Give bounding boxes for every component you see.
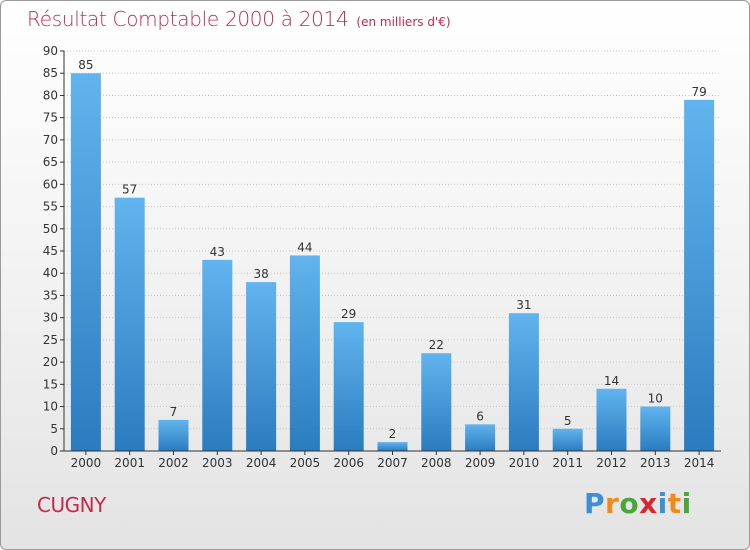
chart-title: Résultat Comptable 2000 à 2014 (en millie…: [27, 7, 451, 31]
x-tick-label-2004: 2004: [246, 456, 277, 470]
logo-letter-4: i: [657, 487, 668, 520]
data-label-2006: 29: [341, 307, 356, 321]
x-tick-label-2012: 2012: [596, 456, 627, 470]
data-label-2002: 7: [170, 405, 178, 419]
y-tick-label-90: 90: [43, 44, 58, 58]
bar-2010: [508, 313, 539, 451]
y-tick-label-20: 20: [43, 355, 58, 369]
bar-2011: [552, 428, 583, 451]
x-tick-label-2003: 2003: [202, 456, 233, 470]
bar-2004: [246, 282, 277, 451]
data-label-2003: 43: [210, 245, 225, 259]
bar-2001: [114, 197, 145, 451]
data-label-2010: 31: [516, 298, 531, 312]
bar-2002: [158, 419, 189, 451]
logo-letter-6: i: [681, 487, 692, 520]
x-tick-label-2001: 2001: [114, 456, 145, 470]
y-tick-label-0: 0: [50, 444, 58, 458]
data-label-2008: 22: [429, 338, 444, 352]
commune-name: CUGNY: [37, 493, 106, 517]
x-tick-label-2000: 2000: [71, 456, 102, 470]
y-tick-label-10: 10: [43, 400, 58, 414]
y-tick-label-65: 65: [43, 155, 58, 169]
chart-title-text: Résultat Comptable 2000 à 2014: [27, 7, 349, 31]
y-tick-label-50: 50: [43, 222, 58, 236]
y-tick-label-25: 25: [43, 333, 58, 347]
data-label-2009: 6: [476, 409, 484, 423]
bars: [70, 73, 715, 451]
y-tick-label-5: 5: [50, 422, 58, 436]
data-label-2005: 44: [297, 240, 312, 254]
logo-letter-1: r: [605, 487, 620, 520]
logo-letter-2: o: [619, 487, 640, 520]
y-tick-label-60: 60: [43, 177, 58, 191]
y-tick-label-30: 30: [43, 311, 58, 325]
grid-lines: [64, 50, 721, 430]
y-tick-label-45: 45: [43, 244, 58, 258]
bar-2008: [421, 353, 452, 451]
y-tick-label-40: 40: [43, 266, 58, 280]
data-label-2014: 79: [691, 85, 706, 99]
data-label-2007: 2: [389, 427, 397, 441]
bar-2000: [70, 73, 101, 451]
data-label-2013: 10: [648, 392, 663, 406]
x-tick-label-2014: 2014: [684, 456, 715, 470]
bar-2014: [684, 99, 715, 451]
x-tick-label-2006: 2006: [333, 456, 364, 470]
y-tick-label-75: 75: [43, 111, 58, 125]
y-tick-label-80: 80: [43, 88, 58, 102]
bar-2013: [640, 406, 671, 451]
y-tick-label-70: 70: [43, 133, 58, 147]
x-tick-label-2007: 2007: [377, 456, 408, 470]
data-label-2001: 57: [122, 183, 137, 197]
data-label-2012: 14: [604, 374, 619, 388]
logo-letter-3: x: [639, 487, 658, 520]
logo-letter-5: t: [667, 487, 682, 520]
data-label-2011: 5: [564, 414, 572, 428]
x-tick-label-2005: 2005: [290, 456, 321, 470]
x-tick-label-2010: 2010: [509, 456, 540, 470]
proxiti-logo: Proxiti: [584, 487, 692, 520]
data-label-2000: 85: [78, 58, 93, 72]
y-tick-label-35: 35: [43, 288, 58, 302]
bar-2012: [596, 388, 627, 451]
chart-unit: (en milliers d'€): [356, 15, 451, 29]
bar-2007: [377, 442, 408, 451]
y-tick-label-85: 85: [43, 66, 58, 80]
axes: 0510152025303540455055606570758085902000…: [43, 44, 721, 470]
y-tick-label-15: 15: [43, 377, 58, 391]
data-label-2004: 38: [253, 267, 268, 281]
bar-2006: [333, 322, 364, 451]
bar-2003: [202, 259, 233, 451]
x-tick-label-2008: 2008: [421, 456, 452, 470]
y-tick-label-55: 55: [43, 200, 58, 214]
bar-2005: [289, 255, 320, 451]
bar-2009: [465, 424, 496, 451]
logo-letter-0: P: [584, 487, 606, 520]
x-tick-label-2011: 2011: [552, 456, 583, 470]
x-tick-label-2002: 2002: [158, 456, 189, 470]
x-tick-label-2013: 2013: [640, 456, 671, 470]
x-tick-label-2009: 2009: [465, 456, 496, 470]
